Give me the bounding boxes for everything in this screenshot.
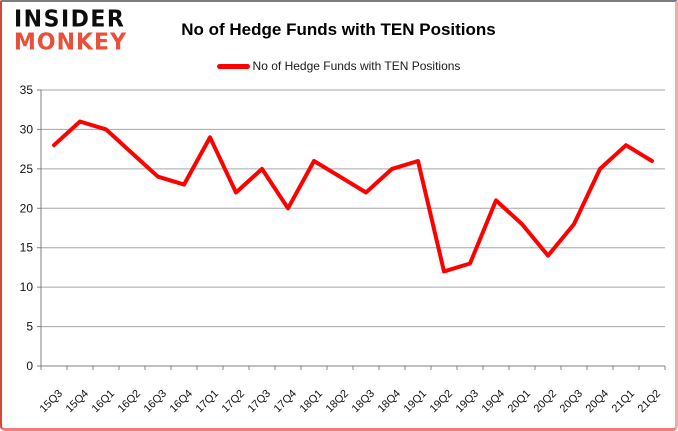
x-tick-label: 20Q4 xyxy=(584,388,612,416)
x-tick-label: 20Q2 xyxy=(532,388,560,416)
x-tick-label: 19Q2 xyxy=(428,388,456,416)
y-tick-label: 5 xyxy=(26,320,33,334)
x-tick-label: 21Q1 xyxy=(610,388,638,416)
x-tick-label: 17Q4 xyxy=(272,388,300,416)
y-tick-label: 25 xyxy=(20,162,34,176)
y-tick-label: 30 xyxy=(20,122,34,136)
x-tick-label: 16Q2 xyxy=(116,388,144,416)
x-tick-label: 20Q1 xyxy=(506,388,534,416)
x-tick-label: 15Q3 xyxy=(38,388,66,416)
x-tick-label: 19Q1 xyxy=(402,388,430,416)
y-tick-label: 0 xyxy=(26,359,33,373)
logo-monkey-text: MONKEY xyxy=(14,29,128,56)
x-tick-label: 17Q3 xyxy=(246,388,274,416)
insider-monkey-logo: INSIDER MONKEY xyxy=(14,6,128,56)
x-tick-label: 18Q4 xyxy=(376,388,404,416)
hedge-funds-series-line xyxy=(52,119,654,274)
x-tick-label: 19Q3 xyxy=(454,388,482,416)
y-tick-label: 10 xyxy=(20,280,34,294)
y-tick-label: 35 xyxy=(20,83,34,97)
x-tick-label: 15Q4 xyxy=(64,388,92,416)
legend-label: No of Hedge Funds with TEN Positions xyxy=(252,59,461,73)
x-tick-label: 17Q1 xyxy=(194,388,222,416)
x-tick-label: 18Q2 xyxy=(324,388,352,416)
x-tick-label: 21Q2 xyxy=(636,388,664,416)
x-tick-label: 19Q4 xyxy=(480,388,508,416)
x-tick-label: 16Q4 xyxy=(168,388,196,416)
y-tick-label: 15 xyxy=(20,241,34,255)
legend-line-swatch-icon xyxy=(216,63,250,69)
x-tick-label: 17Q2 xyxy=(220,388,248,416)
x-tick-label: 16Q1 xyxy=(90,388,118,416)
x-tick-label: 18Q3 xyxy=(350,388,378,416)
x-tick-label: 18Q1 xyxy=(298,388,326,416)
x-tick-label: 16Q3 xyxy=(142,388,170,416)
x-tick-label: 20Q3 xyxy=(558,388,586,416)
logo-insider-text: INSIDER xyxy=(14,6,126,33)
chart-legend: No of Hedge Funds with TEN Positions xyxy=(2,59,675,73)
y-tick-label: 20 xyxy=(20,201,34,215)
chart-title: No of Hedge Funds with TEN Positions xyxy=(181,20,496,39)
